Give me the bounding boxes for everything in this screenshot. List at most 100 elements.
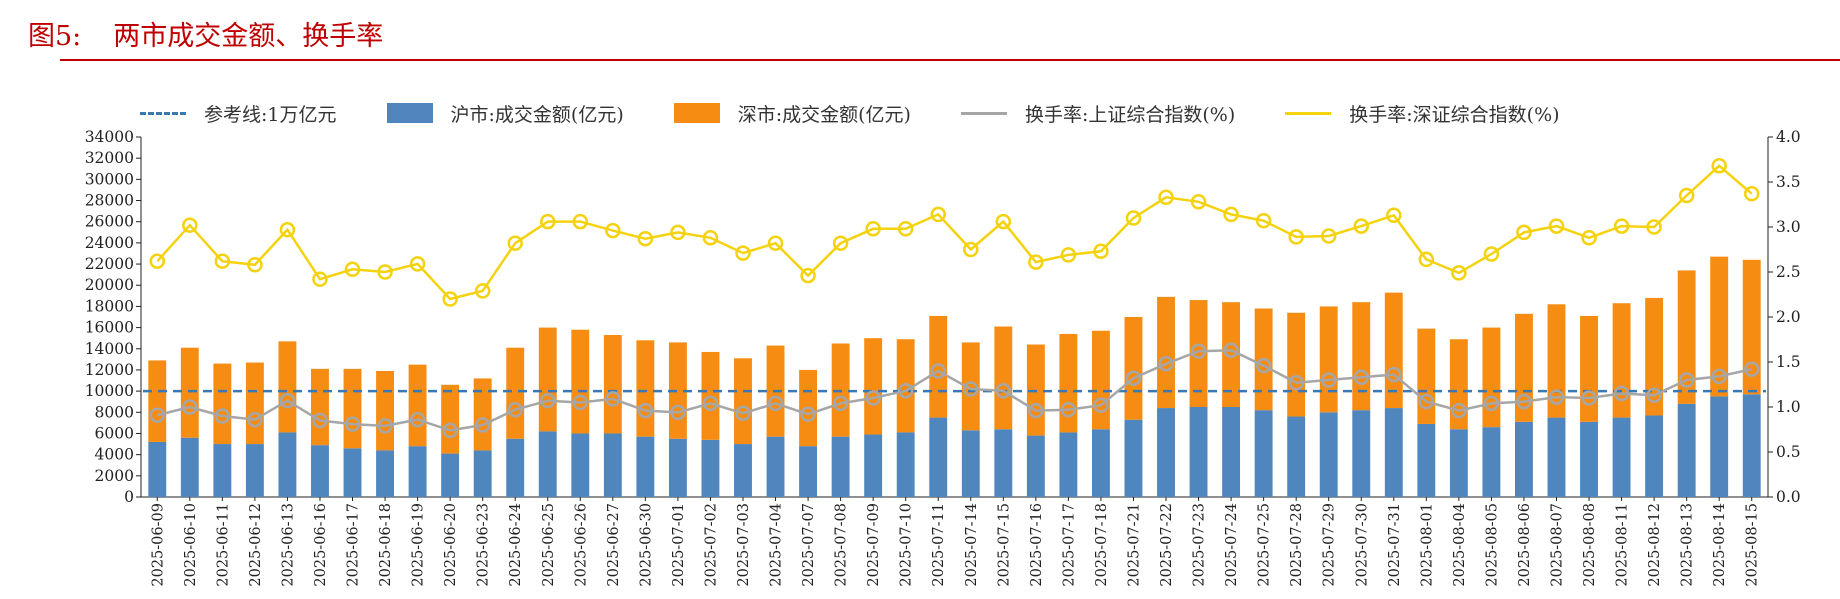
bar-sz-amount [636, 340, 655, 437]
x-tick-label: 2025-06-09 [150, 503, 166, 587]
sh-rate-point [1743, 361, 1760, 377]
bar-sh-amount [1710, 396, 1729, 497]
x-tick-label: 2025-07-16 [1029, 503, 1045, 587]
sh-rate-point [1418, 393, 1435, 410]
sh-rate-point [1255, 357, 1272, 374]
sz-rate-point [1255, 212, 1272, 229]
y-left-tick-label: 28000 [85, 192, 134, 210]
sz-rate-point [442, 291, 458, 307]
sh-rate-point [963, 381, 979, 397]
sh-rate-point [572, 394, 589, 411]
bar-sh-amount [1449, 429, 1468, 497]
sh-rate-point [1060, 401, 1077, 418]
bar-sh-amount [734, 444, 752, 497]
sz-rate-point [312, 271, 328, 287]
sz-rate-point [1483, 246, 1500, 262]
y-left-tick-label: 12000 [85, 361, 134, 379]
x-tick-label: 2025-08-12 [1647, 503, 1663, 587]
y-left-tick-label: 0 [124, 488, 134, 506]
x-tick-label: 2025-07-28 [1289, 503, 1305, 587]
x-tick-label: 2025-08-01 [1419, 503, 1435, 587]
sz-rate-point [214, 253, 231, 269]
sh-rate-point [800, 406, 816, 422]
legend-label-sh-rate: 换手率:上证综合指数(%) [1024, 103, 1236, 126]
x-tick-label: 2025-06-12 [248, 503, 264, 587]
bar-sh-amount [571, 433, 590, 497]
bar-sh-amount [1742, 394, 1761, 497]
sh-rate-point [605, 391, 621, 407]
y-left-tick-label: 10000 [85, 382, 134, 400]
bar-sh-amount [1157, 408, 1175, 497]
bar-sz-amount [864, 338, 883, 435]
bar-sh-amount [1677, 403, 1696, 497]
bar-sh-amount [1417, 423, 1436, 497]
sh-rate-point [832, 395, 849, 412]
bar-sz-amount [180, 347, 199, 438]
bar-sh-amount [1515, 421, 1533, 497]
sz-rate-point [1581, 230, 1597, 246]
sh-rate-point [1483, 395, 1500, 412]
bar-sz-amount [668, 342, 687, 439]
sz-rate-point [1516, 224, 1532, 241]
figure-number: 图5: [28, 21, 82, 52]
x-tick-label: 2025-07-03 [736, 503, 752, 587]
bar-sz-amount [245, 362, 264, 445]
sh-rate-point [1711, 368, 1727, 385]
bar-sh-amount [831, 436, 850, 497]
sh-rate-point [767, 395, 784, 412]
bar-sh-amount [1222, 407, 1241, 497]
sh-rate-point [1028, 402, 1044, 419]
x-tick-label: 2025-08-13 [1680, 503, 1696, 587]
sz-rate-point [540, 213, 556, 230]
sh-rate-point [1190, 343, 1207, 359]
bar-sh-amount [603, 433, 622, 497]
y-right-tick-label: 0.0 [1776, 488, 1801, 506]
sh-rate-point [312, 412, 328, 429]
bar-sh-amount [343, 448, 362, 497]
bar-sz-amount [1547, 304, 1566, 418]
sh-rate-point [1646, 387, 1662, 404]
bar-sz-amount [538, 327, 557, 432]
bar-sz-amount [1222, 302, 1241, 407]
x-tick-label: 2025-08-07 [1549, 503, 1565, 587]
x-tick-label: 2025-08-04 [1452, 503, 1468, 587]
sh-rate-point [279, 392, 296, 409]
legend-label-sh-amount: 沪市:成交金额(亿元) [450, 103, 624, 126]
bar-sz-amount [896, 339, 915, 433]
bar-sh-amount [1384, 408, 1403, 497]
y-left-tick-label: 16000 [85, 319, 134, 337]
x-tick-label: 2025-06-24 [508, 503, 524, 587]
sz-rate-point [474, 283, 491, 299]
sh-rate-point [377, 418, 393, 434]
sz-rate-point [1451, 265, 1467, 281]
sz-rate-point [149, 253, 166, 269]
sz-rate-point [1028, 254, 1044, 270]
sz-rate-point [182, 217, 198, 233]
bar-sh-amount [213, 444, 232, 497]
sh-rate-point [247, 411, 263, 428]
sh-rate-point [702, 395, 719, 412]
bar-sh-amount [1580, 421, 1598, 497]
y-left-tick-label: 30000 [85, 170, 134, 188]
x-tick-label: 2025-08-05 [1484, 503, 1500, 587]
x-tick-label: 2025-07-08 [834, 503, 850, 587]
legend-swatch-reference [140, 111, 186, 115]
legend-label-sz-amount: 深市:成交金额(亿元) [737, 103, 911, 126]
sz-rate-point [1125, 210, 1142, 226]
bar-sh-amount [929, 417, 948, 497]
sz-rate-point [735, 245, 751, 261]
bar-sh-amount [1482, 427, 1501, 497]
bar-sz-amount [994, 326, 1013, 430]
bar-sh-amount [668, 438, 687, 497]
x-tick-label: 2025-07-04 [769, 503, 785, 587]
sz-rate-point [377, 264, 393, 280]
x-tick-label: 2025-06-20 [443, 503, 459, 587]
x-tick-label: 2025-07-07 [801, 503, 817, 587]
bar-sz-amount [441, 384, 460, 454]
x-tick-label: 2025-06-19 [411, 503, 427, 587]
bar-sh-amount [1352, 410, 1371, 497]
sz-rate-point [832, 235, 849, 251]
x-tick-label: 2025-08-06 [1517, 503, 1533, 587]
bar-sz-amount [734, 358, 752, 445]
bar-sh-amount [376, 450, 394, 497]
